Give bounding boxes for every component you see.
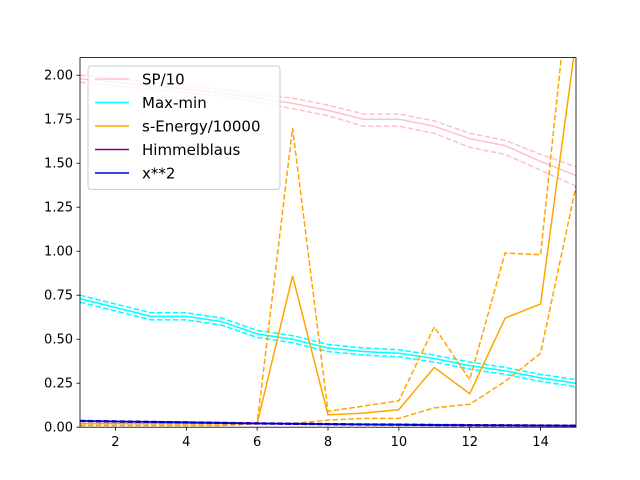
- series-s-energy-10000: [80, 57, 576, 427]
- legend-label: s-Energy/10000: [142, 118, 261, 136]
- y-axis: 0.00 0.25 0.50 0.75 1.00 1.25 1.50 1.75 2.00: [44, 69, 80, 436]
- legend-item-max-min: Max-min: [95, 94, 207, 112]
- legend-label: x**2: [142, 165, 175, 183]
- x-tick-label: 14: [532, 435, 549, 450]
- y-tick-label: 0.00: [44, 421, 73, 436]
- legend-box: [87, 65, 281, 190]
- y-tick-label: 1.75: [44, 113, 73, 128]
- x-tick-label: 4: [182, 435, 190, 450]
- x-axis: 2 4 6 8 10 12 14: [111, 427, 549, 450]
- series-max-min-upper-bound: [80, 294, 576, 381]
- x-tick-label: 6: [253, 435, 261, 450]
- x-tick-label: 8: [324, 435, 332, 450]
- legend: SP/10 Max-min s-Energy/10000 Himmelblaus x**…: [87, 65, 281, 190]
- legend-item-sp-10: SP/10: [95, 71, 185, 89]
- series-s-energy-10000-upper-bound: [80, 57, 562, 425]
- y-tick-label: 2.00: [44, 69, 73, 84]
- series-s-energy-10000-lower-bound: [80, 185, 576, 427]
- y-tick-label: 0.75: [44, 289, 73, 304]
- series-max-min: [80, 294, 576, 388]
- series-s-energy-10000-line: [80, 57, 575, 425]
- legend-item-x-2: x**2: [95, 165, 175, 183]
- series-max-min-lower-bound: [80, 301, 576, 388]
- x-tick-label: 10: [391, 435, 408, 450]
- legend-label: SP/10: [142, 71, 185, 89]
- x-tick-label: 12: [461, 435, 478, 450]
- y-tick-label: 1.50: [44, 157, 73, 172]
- y-tick-label: 1.00: [44, 245, 73, 260]
- x-tick-label: 2: [111, 435, 119, 450]
- legend-item-himmelblaus: Himmelblaus: [95, 141, 240, 159]
- legend-item-s-energy-10000: s-Energy/10000: [95, 118, 261, 136]
- y-tick-label: 0.25: [44, 377, 73, 392]
- series-x-2-line: [80, 420, 576, 427]
- legend-label: Himmelblaus: [142, 141, 240, 159]
- y-tick-label: 1.25: [44, 201, 73, 216]
- y-tick-label: 0.50: [44, 333, 73, 348]
- legend-label: Max-min: [142, 94, 207, 112]
- series-layer: [80, 57, 576, 427]
- series-max-min-line: [80, 297, 576, 384]
- series-x-2: [80, 419, 576, 427]
